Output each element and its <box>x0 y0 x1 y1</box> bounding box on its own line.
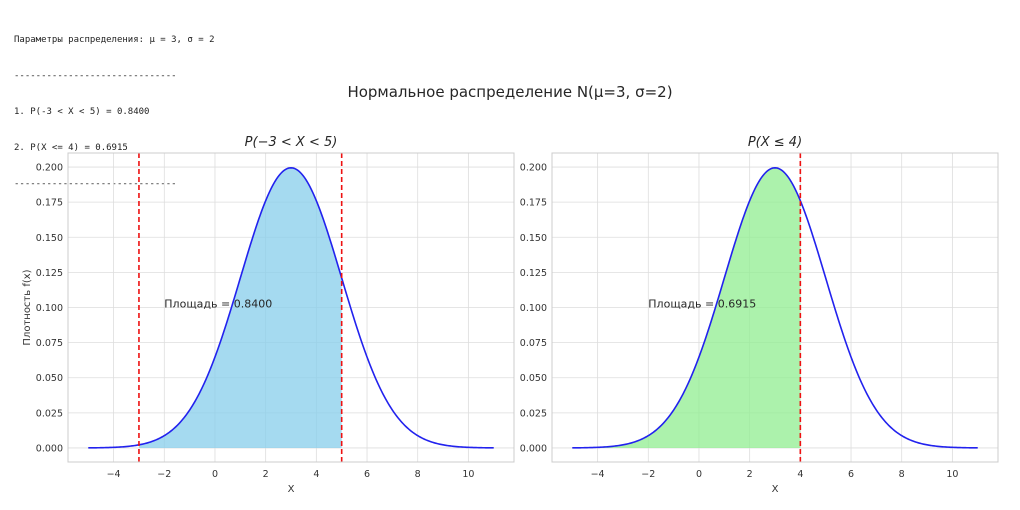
density-curve <box>88 166 494 449</box>
y-tick-label: 0.075 <box>520 338 547 349</box>
console-line: 2. P(X <= 4) = 0.6915 <box>14 143 128 153</box>
x-tick-label: 4 <box>313 469 319 480</box>
x-tick-label: 2 <box>747 469 753 480</box>
y-tick-label: 0.125 <box>36 268 63 279</box>
x-tick-label: 10 <box>462 469 474 480</box>
chart-panel-1: −4 −2 0 2 4 6 8 10 0.000 0.025 0.050 0.075 0.100 0.12… <box>22 135 515 495</box>
y-tick-label: 0.050 <box>36 373 63 384</box>
figure-suptitle: Нормальное распределение N(μ=3, σ=2) <box>347 83 673 101</box>
x-tick-label: −4 <box>107 469 121 480</box>
axes-frame <box>67 152 515 463</box>
y-tick-label: 0.150 <box>520 233 547 244</box>
y-tick-label: 0.075 <box>36 338 63 349</box>
shaded-area <box>138 167 342 448</box>
x-tick-label: 2 <box>263 469 269 480</box>
y-axis-label: Плотность f(x) <box>22 269 33 345</box>
x-tick-label: 6 <box>364 469 370 480</box>
y-tick-label: 0.200 <box>520 163 547 174</box>
y-tick-label: 0.175 <box>520 198 547 209</box>
chart-title: P(−3 < X < 5) <box>245 135 338 150</box>
x-tick-label: 10 <box>946 469 958 480</box>
y-tick-label: 0.025 <box>36 408 63 419</box>
x-axis-label: X <box>772 484 779 495</box>
x-tick-label: −2 <box>641 469 655 480</box>
console-line: ------------------------------ <box>14 179 177 189</box>
x-tick-label: −2 <box>157 469 171 480</box>
x-tick-label: 8 <box>415 469 421 480</box>
console-line: ------------------------------ <box>14 71 177 81</box>
console-line: 1. P(-3 < X < 5) = 0.8400 <box>14 107 150 117</box>
y-tick-label: 0.100 <box>520 303 547 314</box>
x-axis-label: X <box>288 484 295 495</box>
console-output: Параметры распределения: μ = 3, σ = 2 --… <box>14 10 214 202</box>
y-tick-label: 0.200 <box>36 163 63 174</box>
density-curve <box>572 166 978 449</box>
x-tick-label: 0 <box>696 469 702 480</box>
x-tick-label: 8 <box>899 469 905 480</box>
area-annotation: Площадь = 0.6915 <box>648 298 756 311</box>
y-tick-label: 0.025 <box>520 408 547 419</box>
console-line: Параметры распределения: μ = 3, σ = 2 <box>14 35 215 45</box>
x-tick-label: 6 <box>848 469 854 480</box>
x-tick-label: −4 <box>591 469 605 480</box>
chart-title: P(X ≤ 4) <box>748 135 802 150</box>
y-tick-label: 0.000 <box>520 443 547 454</box>
axes-frame <box>551 152 999 463</box>
y-tick-label: 0.050 <box>520 373 547 384</box>
x-tick-label: 0 <box>212 469 218 480</box>
shaded-area <box>572 167 801 448</box>
y-tick-label: 0.150 <box>36 233 63 244</box>
y-tick-label: 0.100 <box>36 303 63 314</box>
chart-panel-2: −4 −2 0 2 4 6 8 10 0.000 0.025 0.050 0.075 0.100 0.12… <box>520 135 999 495</box>
y-tick-label: 0.175 <box>36 198 63 209</box>
y-tick-label: 0.000 <box>36 443 63 454</box>
x-tick-label: 4 <box>797 469 803 480</box>
area-annotation: Площадь = 0.8400 <box>164 298 272 311</box>
y-tick-label: 0.125 <box>520 268 547 279</box>
